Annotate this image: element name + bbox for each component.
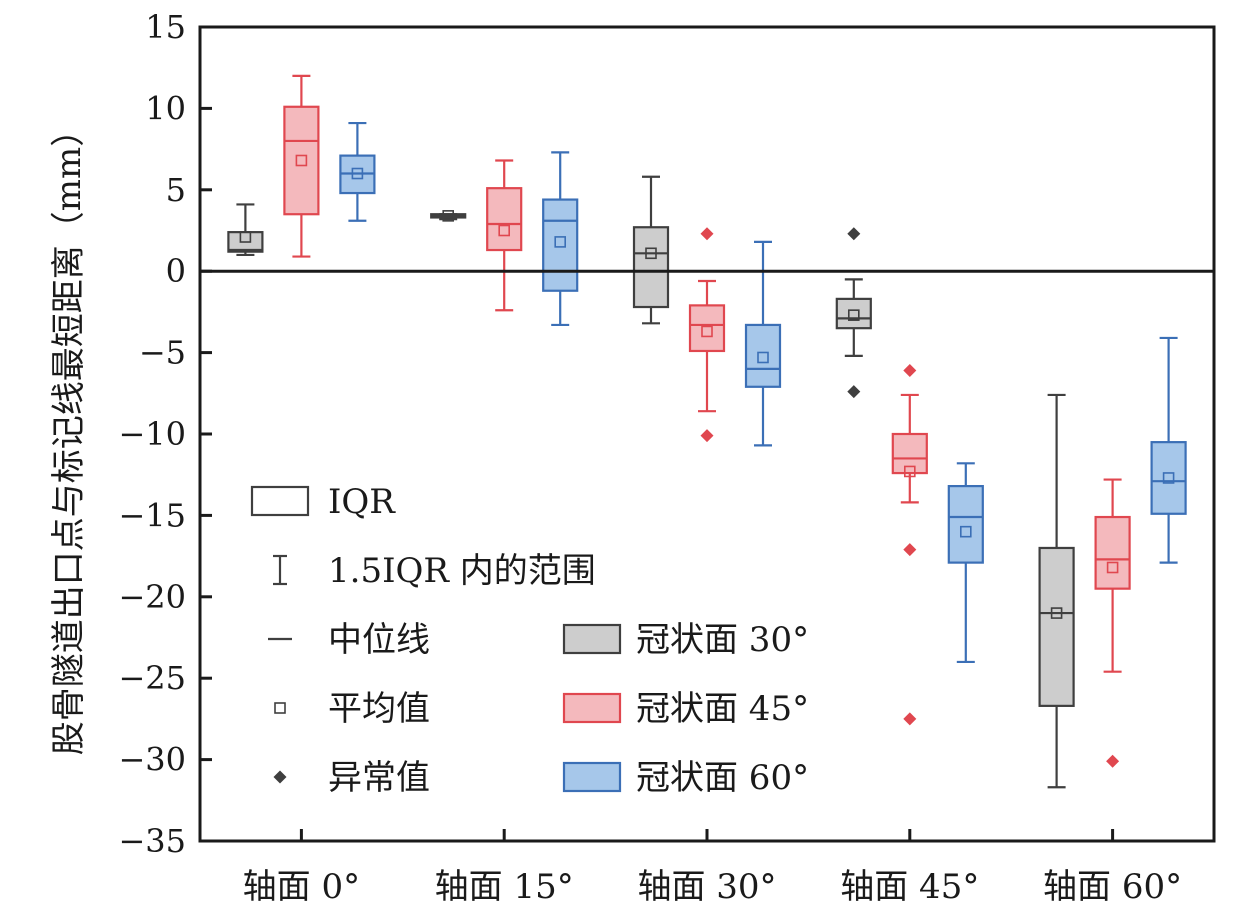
y-tick-label: −15 — [118, 496, 186, 534]
outlier-point — [700, 429, 714, 443]
box-group — [835, 227, 872, 399]
mean-marker — [959, 525, 972, 538]
legend-label: 1.5IQR 内的范围 — [328, 551, 596, 591]
mean-marker — [1162, 472, 1175, 484]
x-category-label: 轴面 60° — [1043, 867, 1182, 907]
mean-marker — [903, 465, 916, 478]
y-axis-label: 股骨隧道出口点与标记线最短距离（mm） — [49, 113, 89, 755]
outlier-point — [903, 712, 917, 726]
box-group — [632, 175, 670, 325]
x-category-label: 轴面 15° — [435, 867, 574, 907]
legend-item-mean: 平均值 — [274, 689, 430, 729]
legend-series-swatch — [562, 761, 622, 793]
box-group — [542, 151, 579, 327]
box-group — [688, 227, 726, 443]
mean-marker — [701, 325, 713, 338]
box-group — [947, 462, 984, 664]
mean-marker — [1106, 561, 1119, 574]
outlier-point — [1106, 754, 1120, 768]
legend-item-outlier: 异常值 — [273, 758, 430, 798]
legend-series-3: 冠状面 60° — [562, 758, 809, 798]
x-category-label: 轴面 30° — [637, 867, 776, 907]
iqr-box — [1150, 441, 1187, 515]
y-tick-label: −20 — [118, 578, 186, 616]
mean-marker — [1050, 607, 1063, 619]
y-tick-label: 10 — [145, 89, 186, 127]
legend-mean-symbol — [274, 702, 286, 714]
y-tick-label: 0 — [166, 252, 186, 290]
iqr-box — [744, 323, 782, 388]
mean-marker — [351, 167, 364, 180]
y-tick-label: −35 — [118, 822, 186, 860]
box-group — [1094, 478, 1131, 768]
legend-label: 平均值 — [328, 689, 430, 729]
iqr-box — [1038, 546, 1075, 707]
legend-label: 中位线 — [328, 620, 430, 660]
iqr-box — [947, 484, 984, 564]
box-group — [227, 203, 264, 257]
mean-marker — [847, 309, 860, 321]
legend-iqr-symbol — [250, 485, 310, 517]
plot-area — [227, 74, 1187, 789]
x-category-label: 轴面 45° — [840, 867, 979, 907]
mean-marker — [442, 210, 455, 222]
box-group — [339, 121, 376, 222]
mean-marker — [239, 231, 252, 243]
y-tick-label: −5 — [139, 334, 186, 372]
outlier-point — [903, 364, 917, 378]
y-tick-label: 15 — [145, 8, 186, 46]
y-tick-label: 5 — [166, 171, 186, 209]
mean-marker — [757, 351, 769, 364]
legend-item-iqr: IQR — [250, 482, 396, 522]
y-tick-label: −25 — [118, 659, 186, 697]
series-2 — [283, 74, 1131, 768]
outlier-point — [903, 543, 917, 557]
box-group — [430, 210, 467, 222]
box-group — [1150, 336, 1187, 564]
iqr-box — [486, 187, 523, 252]
legend-label: 异常值 — [328, 758, 430, 798]
x-category-label: 轴面 0° — [243, 867, 360, 907]
axes: 15 10 5 0 −5 −10 −15 −20 −25 −30 −35 轴面 0° 轴面 15° 轴面 … — [49, 8, 1216, 907]
series-3 — [339, 121, 1187, 664]
iqr-box — [632, 226, 670, 309]
iqr-box — [835, 297, 872, 330]
legend-item-median: 中位线 — [268, 620, 430, 660]
legend-series-label: 冠状面 45° — [636, 689, 809, 729]
iqr-box — [542, 198, 579, 292]
outlier-point — [847, 227, 861, 241]
legend-series-swatch — [562, 692, 622, 724]
mean-marker — [295, 154, 308, 167]
iqr-box — [688, 304, 726, 353]
series-1 — [227, 175, 1075, 789]
box-group — [891, 364, 928, 726]
legend-outlier-symbol — [273, 770, 287, 784]
box-group — [1038, 393, 1075, 789]
box-group — [486, 159, 523, 312]
mean-marker — [498, 224, 511, 237]
legend-series-2: 冠状面 45° — [562, 689, 809, 729]
iqr-box — [283, 105, 320, 216]
legend-item-whisker: 1.5IQR 内的范围 — [273, 551, 596, 591]
legend-series-1: 冠状面 30° — [562, 620, 809, 660]
box-group — [283, 74, 320, 258]
iqr-box — [1094, 515, 1131, 590]
y-tick-label: −30 — [118, 741, 186, 779]
legend-series-swatch — [562, 623, 622, 655]
y-tick-label: −10 — [118, 415, 186, 453]
mean-marker — [554, 236, 567, 248]
legend-label: IQR — [328, 482, 396, 522]
mean-marker — [645, 247, 657, 260]
box-group — [744, 240, 782, 447]
legend-series-label: 冠状面 60° — [636, 758, 809, 798]
outlier-point — [700, 227, 714, 241]
legend-series-label: 冠状面 30° — [636, 620, 809, 660]
outlier-point — [847, 385, 861, 399]
